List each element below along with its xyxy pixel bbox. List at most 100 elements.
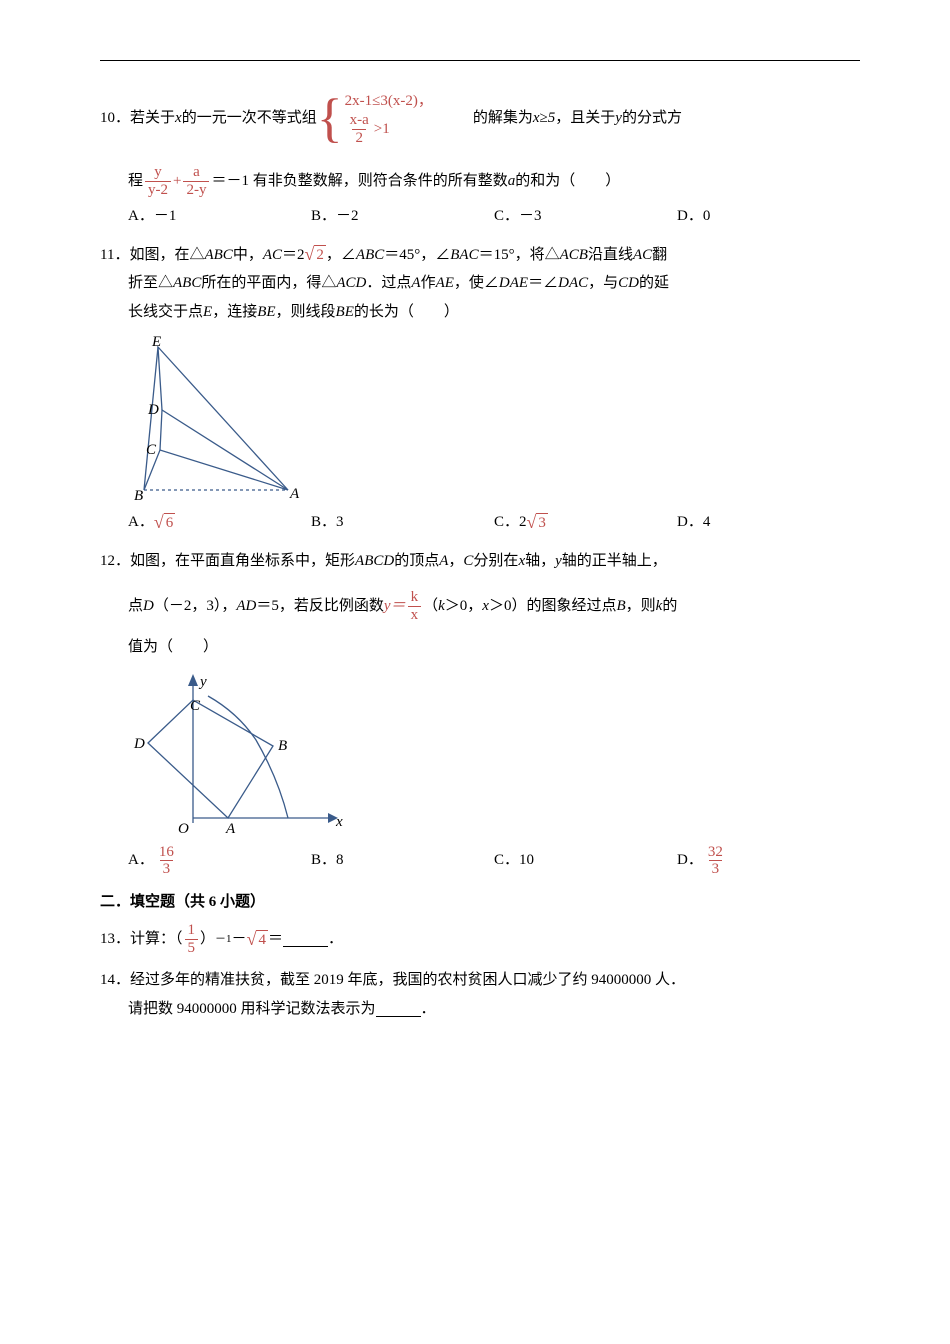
q12-f-den: x xyxy=(408,606,422,624)
q11-E: E xyxy=(203,298,212,327)
q13-line: 13． 计算：（ 1 5 ） －1 － √4 ＝ ． xyxy=(100,922,860,956)
q12-fig-C: C xyxy=(190,698,201,714)
q11-AE: AE xyxy=(436,269,454,298)
left-brace: { xyxy=(317,97,343,140)
q11-DAC: DAC xyxy=(558,269,588,298)
q10-text-1d: ，且关于 xyxy=(555,104,615,133)
q11-ABC-1: ABC xyxy=(204,241,232,270)
q13-blank[interactable] xyxy=(283,931,328,947)
q11-l2-d: 作 xyxy=(421,269,436,298)
q12-k-1: k xyxy=(438,592,445,621)
q12-fig-B: B xyxy=(278,738,287,754)
q12-line3: 值为（ ） xyxy=(100,633,860,662)
q14-l2-b: ． xyxy=(421,995,436,1024)
q11-l3-a: 长线交于点 xyxy=(128,298,203,327)
q12-x-2: x xyxy=(482,592,489,621)
q12-choice-c[interactable]: C．10 xyxy=(494,844,677,878)
q11-line1: 11． 如图，在△ ABC 中， AC ＝2 √2 ，∠ ABC ＝45°，∠ … xyxy=(100,241,860,270)
question-10: 10． 若关于 x 的一元一次不等式组 { 2x-1≤3(x-2)， x-a 2… xyxy=(100,91,860,231)
q11-l1-d: ＝45°，∠ xyxy=(384,241,450,270)
q10-text-1b: 的一元一次不等式组 xyxy=(182,104,317,133)
q13-sqrt-arg: 4 xyxy=(256,930,268,949)
q12-choice-a[interactable]: A． 16 3 xyxy=(128,844,311,878)
q10-sys-r2-num: x-a xyxy=(347,112,372,129)
q11-line3: 长线交于点 E ，连接 BE ，则线段 BE 的长为（ ） xyxy=(100,298,860,327)
q10-f1-den: y-2 xyxy=(145,181,171,199)
q11-choice-d[interactable]: D．4 xyxy=(677,508,860,537)
q11-a-arg: 6 xyxy=(164,513,176,532)
q11-l2-g: ，与 xyxy=(588,269,618,298)
q10-line1: 10． 若关于 x 的一元一次不等式组 { 2x-1≤3(x-2)， x-a 2… xyxy=(100,91,860,146)
q11-choices: A． √6 B．3 C．2 √3 D．4 xyxy=(100,508,860,537)
q12-l2-f: ＞0）的图象经过点 xyxy=(489,592,617,621)
q11-l3-d: 的长为（ ） xyxy=(354,298,459,327)
q14-line1: 14． 经过多年的精准扶贫，截至 2019 年底，我国的农村贫困人口减少了约 9… xyxy=(100,966,860,995)
q12-l2-h: 的 xyxy=(662,592,677,621)
q11-fig-C: C xyxy=(146,442,157,458)
q10-choice-a[interactable]: A．－1 xyxy=(128,202,311,231)
q12-svg: y C D B O A x xyxy=(128,668,348,838)
q10-text-1a: 若关于 xyxy=(130,104,175,133)
q12-a-pre: A． xyxy=(128,846,154,875)
q11-l1-a: 如图，在△ xyxy=(129,241,204,270)
q10-plus: + xyxy=(173,167,181,196)
q12-fig-x: x xyxy=(335,814,343,830)
q11-l3-b: ，连接 xyxy=(212,298,257,327)
q12-l2-e: ＞0， xyxy=(445,592,483,621)
q11-c-pre: C．2 xyxy=(494,508,527,537)
q12-a-num: 16 xyxy=(156,844,177,861)
q13-c: － xyxy=(232,925,247,954)
q10-inequality-system: { 2x-1≤3(x-2)， x-a 2 >1 xyxy=(317,91,433,146)
q12-fig-y: y xyxy=(198,674,207,690)
q10-var-y: y xyxy=(615,104,622,133)
q10-f2-num: a xyxy=(190,164,203,181)
q11-l2-b: 所在的平面内，得△ xyxy=(201,269,336,298)
q11-l1-b: 中， xyxy=(233,241,263,270)
q12-l2-b: （－2，3）， xyxy=(154,592,237,621)
top-rule xyxy=(100,60,860,61)
q13-f-den: 5 xyxy=(185,939,199,957)
q12-l1-c: 分别在 xyxy=(473,547,518,576)
q12-fig-O: O xyxy=(178,821,189,837)
q10-choice-d[interactable]: D．0 xyxy=(677,202,860,231)
q11-choice-c[interactable]: C．2 √3 xyxy=(494,508,677,537)
q14-blank[interactable] xyxy=(376,1001,421,1017)
q10-var-x: x xyxy=(175,104,182,133)
q14-l2-a: 请把数 94000000 用科学记数法表示为 xyxy=(128,995,376,1024)
q10-choice-c[interactable]: C．－3 xyxy=(494,202,677,231)
q10-sys-r2-den: 2 xyxy=(352,129,366,147)
q12-a-den: 3 xyxy=(160,860,174,878)
question-11: 11． 如图，在△ ABC 中， AC ＝2 √2 ，∠ ABC ＝45°，∠ … xyxy=(100,241,860,537)
q11-svg: E D C B A xyxy=(128,332,308,502)
q10-choices: A．－1 B．－2 C．－3 D．0 xyxy=(100,202,860,231)
question-13: 13． 计算：（ 1 5 ） －1 － √4 ＝ ． xyxy=(100,922,860,956)
q11-choice-b[interactable]: B．3 xyxy=(311,508,494,537)
q10-cond: x≥5 xyxy=(533,104,555,133)
q12-l2-c: ＝5，若反比例函数 xyxy=(256,592,384,621)
q12-comma1: ， xyxy=(448,547,463,576)
q12-AD: AD xyxy=(236,592,256,621)
q11-ACB: ACB xyxy=(560,241,588,270)
q12-l1-a: 如图，在平面直角坐标系中，矩形 xyxy=(130,547,355,576)
q11-A: A xyxy=(411,269,420,298)
q11-l2-f: ＝∠ xyxy=(528,269,558,298)
q10-l2-c: 的和为（ ） xyxy=(515,167,620,196)
q12-B: B xyxy=(616,592,625,621)
q12-choice-b[interactable]: B．8 xyxy=(311,844,494,878)
q10-choice-b[interactable]: B．－2 xyxy=(311,202,494,231)
q11-choice-a[interactable]: A． √6 xyxy=(128,508,311,537)
q11-l1-c: ，∠ xyxy=(326,241,356,270)
q12-A: A xyxy=(439,547,448,576)
q12-choice-d[interactable]: D． 32 3 xyxy=(677,844,860,878)
q12-l2-d: （ xyxy=(423,592,438,621)
q11-l2-e: ，使∠ xyxy=(454,269,499,298)
q11-DAE: DAE xyxy=(499,269,528,298)
q10-text-1c: 的解集为 xyxy=(473,104,533,133)
q10-sys-row1: 2x-1≤3(x-2)， xyxy=(345,91,433,112)
q13-f-num: 1 xyxy=(185,922,199,939)
q11-l2-h: 的延 xyxy=(639,269,669,298)
q12-func-y: y＝ xyxy=(384,592,406,621)
q12-line2: 点 D （－2，3）， AD ＝5，若反比例函数 y＝ k x （ k ＞0， … xyxy=(100,589,860,623)
q11-BAC: BAC xyxy=(450,241,478,270)
q12-l3: 值为（ ） xyxy=(128,633,218,662)
